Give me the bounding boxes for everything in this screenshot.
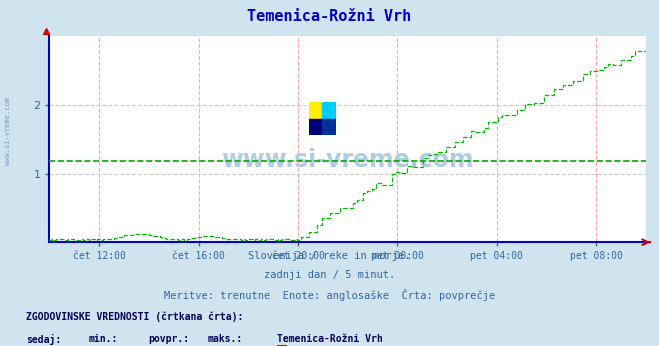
Bar: [309, 102, 322, 119]
Text: Slovenija / reke in morje.: Slovenija / reke in morje.: [248, 251, 411, 261]
Text: Temenica-Rožni Vrh: Temenica-Rožni Vrh: [277, 334, 382, 344]
Text: www.si-vreme.com: www.si-vreme.com: [5, 98, 11, 165]
Bar: [309, 119, 322, 135]
Text: povpr.:: povpr.:: [148, 334, 189, 344]
Text: www.si-vreme.com: www.si-vreme.com: [221, 148, 474, 172]
Text: sedaj:: sedaj:: [26, 334, 61, 345]
Text: maks.:: maks.:: [208, 334, 243, 344]
Bar: [322, 102, 335, 119]
Bar: [322, 119, 335, 135]
Text: min.:: min.:: [89, 334, 119, 344]
Text: zadnji dan / 5 minut.: zadnji dan / 5 minut.: [264, 270, 395, 280]
Text: ZGODOVINSKE VREDNOSTI (črtkana črta):: ZGODOVINSKE VREDNOSTI (črtkana črta):: [26, 311, 244, 322]
Text: Temenica-Rožni Vrh: Temenica-Rožni Vrh: [247, 9, 412, 24]
Text: Meritve: trenutne  Enote: anglosaške  Črta: povprečje: Meritve: trenutne Enote: anglosaške Črta…: [164, 289, 495, 301]
